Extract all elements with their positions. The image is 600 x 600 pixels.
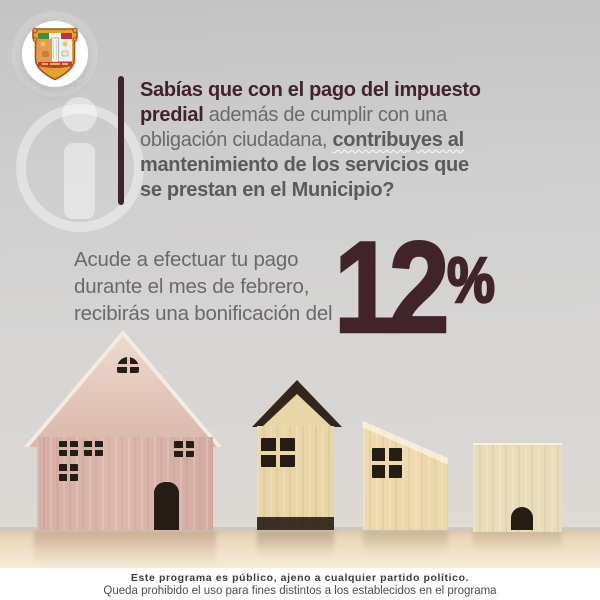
info-icon-watermark-dot (62, 97, 97, 132)
wood-table-surface (0, 527, 600, 568)
footer-line1: Este programa es público, ajeno a cualqu… (130, 572, 470, 584)
text-segment: contribuyes al (332, 129, 464, 151)
text-line: durante el mes de febrero, (74, 275, 310, 298)
footer-line2: Queda prohibido el uso para fines distin… (103, 585, 497, 597)
headline-accent-bar (118, 76, 124, 205)
headline-text: Sabías que con el pago del impuesto predi… (140, 78, 580, 203)
promo-text: Acude a efectuar tu pago durante el mes d… (74, 246, 333, 327)
window (59, 441, 78, 456)
window (261, 438, 295, 467)
text-segment: predial (140, 104, 204, 126)
house-base-trim (257, 517, 334, 530)
text-segment: se prestan en el Municipio? (140, 179, 395, 201)
attic-window (117, 357, 139, 373)
window (372, 448, 402, 478)
footer-disclaimer: Este programa es público, ajeno a cualqu… (0, 568, 600, 600)
house-reflection (363, 531, 448, 555)
house-body (257, 426, 334, 530)
text-segment: Sabías que con el pago del impuesto (140, 79, 481, 101)
info-icon-watermark-ring (16, 104, 144, 232)
text-segment: además de cumplir con una (203, 104, 448, 126)
house-reflection (34, 531, 216, 565)
municipal-logo-badge (22, 21, 88, 87)
text-segment: mantenimiento de los servicios que (140, 154, 469, 176)
info-icon-watermark-stem (64, 143, 95, 219)
municipal-crest-icon (32, 27, 78, 81)
door (511, 507, 533, 530)
discount-figure: 12 % (333, 214, 496, 360)
text-line: recibirás una bonificación del (74, 302, 333, 325)
house-reflection (473, 531, 562, 553)
text-line: Acude a efectuar tu pago (74, 248, 299, 271)
house-roof (24, 330, 222, 447)
door (154, 482, 179, 530)
discount-number: 12 (333, 214, 451, 360)
window (84, 441, 103, 456)
house-reflection (257, 531, 334, 557)
text-segment: obligación ciudadana, (140, 129, 333, 151)
house-roof (252, 380, 342, 427)
window (59, 464, 78, 481)
window (174, 441, 194, 457)
percent-sign: % (446, 244, 496, 316)
